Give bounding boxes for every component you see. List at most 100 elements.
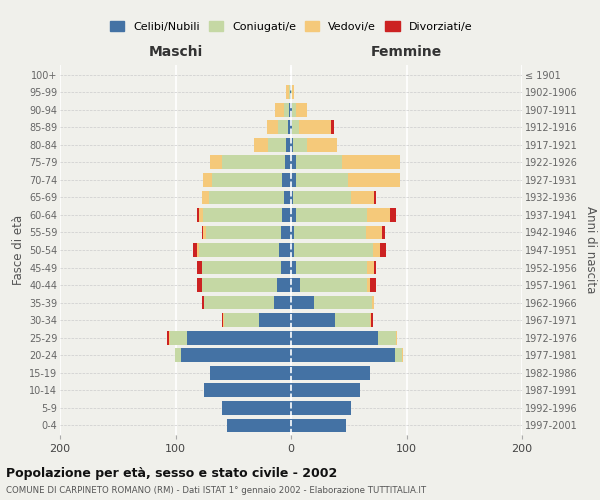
Bar — [291, 243, 295, 257]
Bar — [347, 173, 400, 186]
Bar — [222, 314, 223, 327]
Bar — [342, 156, 400, 169]
Bar — [199, 208, 203, 222]
Bar — [254, 138, 268, 151]
Bar — [291, 366, 370, 380]
Bar — [351, 190, 374, 204]
Bar — [291, 260, 296, 274]
Bar — [291, 278, 300, 292]
Bar — [205, 384, 291, 397]
Bar — [292, 120, 299, 134]
Bar — [210, 366, 291, 380]
Bar — [291, 190, 293, 204]
Bar — [382, 226, 385, 239]
Bar — [292, 103, 296, 117]
Bar — [291, 173, 296, 186]
Bar — [203, 226, 206, 239]
Bar — [291, 120, 292, 134]
Bar — [291, 103, 292, 117]
Bar — [291, 418, 346, 432]
Bar — [282, 173, 291, 186]
Bar — [366, 226, 382, 239]
Bar — [307, 138, 337, 151]
Bar — [167, 331, 169, 344]
Text: COMUNE DI CARPINETO ROMANO (RM) - Dati ISTAT 1° gennaio 2002 - Elaborazione TUTT: COMUNE DI CARPINETO ROMANO (RM) - Dati I… — [6, 486, 426, 495]
Bar — [291, 348, 395, 362]
Bar — [199, 243, 280, 257]
Bar — [222, 156, 285, 169]
Bar — [296, 173, 347, 186]
Bar — [287, 120, 291, 134]
Bar — [373, 243, 380, 257]
Bar — [391, 208, 396, 222]
Bar — [274, 296, 291, 310]
Bar — [296, 103, 307, 117]
Bar — [377, 331, 396, 344]
Bar — [181, 348, 291, 362]
Bar — [289, 86, 290, 99]
Bar — [395, 348, 402, 362]
Bar — [296, 208, 367, 222]
Bar — [224, 314, 259, 327]
Bar — [175, 348, 181, 362]
Bar — [374, 260, 376, 274]
Bar — [374, 190, 376, 204]
Bar — [197, 208, 199, 222]
Bar — [278, 120, 287, 134]
Bar — [335, 314, 370, 327]
Bar — [367, 208, 391, 222]
Bar — [170, 331, 187, 344]
Bar — [202, 226, 203, 239]
Bar — [371, 314, 373, 327]
Bar — [295, 226, 366, 239]
Bar — [206, 226, 281, 239]
Bar — [402, 348, 403, 362]
Bar — [286, 138, 291, 151]
Bar — [296, 260, 367, 274]
Text: Maschi: Maschi — [148, 45, 203, 59]
Bar — [285, 156, 291, 169]
Bar — [289, 103, 291, 117]
Bar — [293, 138, 307, 151]
Y-axis label: Anni di nascita: Anni di nascita — [584, 206, 597, 294]
Bar — [295, 243, 373, 257]
Bar — [291, 208, 296, 222]
Bar — [292, 86, 295, 99]
Bar — [370, 278, 376, 292]
Bar — [197, 260, 202, 274]
Bar — [291, 331, 377, 344]
Bar — [281, 260, 291, 274]
Bar — [193, 243, 197, 257]
Bar — [268, 138, 286, 151]
Bar — [372, 296, 374, 310]
Bar — [299, 120, 331, 134]
Bar — [380, 243, 386, 257]
Bar — [396, 331, 397, 344]
Bar — [197, 243, 199, 257]
Bar — [291, 86, 292, 99]
Bar — [367, 278, 370, 292]
Bar — [291, 296, 314, 310]
Bar — [202, 278, 277, 292]
Bar — [314, 296, 372, 310]
Bar — [210, 156, 222, 169]
Bar — [169, 331, 170, 344]
Bar — [367, 260, 374, 274]
Bar — [291, 314, 335, 327]
Bar — [205, 296, 274, 310]
Bar — [281, 226, 291, 239]
Bar — [197, 278, 202, 292]
Bar — [267, 120, 278, 134]
Bar — [275, 103, 284, 117]
Bar — [290, 86, 291, 99]
Bar — [291, 226, 295, 239]
Bar — [187, 331, 291, 344]
Bar — [209, 190, 284, 204]
Bar — [202, 190, 209, 204]
Bar — [291, 138, 293, 151]
Y-axis label: Fasce di età: Fasce di età — [11, 215, 25, 285]
Bar — [203, 208, 282, 222]
Bar — [203, 173, 212, 186]
Bar — [284, 103, 289, 117]
Bar — [223, 314, 224, 327]
